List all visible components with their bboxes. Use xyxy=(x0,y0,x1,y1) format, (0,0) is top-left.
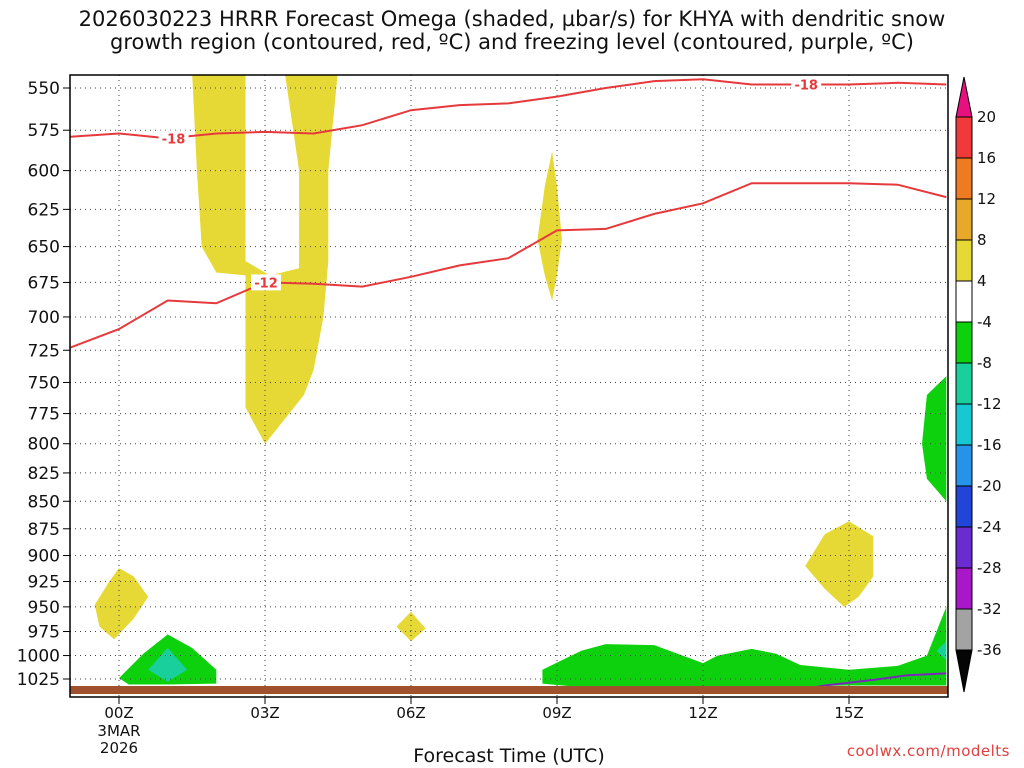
colorbar-label: 8 xyxy=(977,231,987,249)
colorbar-label: 20 xyxy=(977,108,996,126)
x-tick-sublabel: 3MAR xyxy=(97,722,140,740)
dgz-contour-minus12 xyxy=(70,182,947,349)
y-tick-label: 900 xyxy=(28,547,60,567)
colorbar-swatch xyxy=(955,157,973,200)
omega-region-4 xyxy=(805,521,874,607)
contour-label: -18 xyxy=(794,79,818,94)
y-tick-label: 700 xyxy=(28,308,60,328)
colorbar-swatch xyxy=(955,116,973,159)
x-tick-label: 15Z xyxy=(834,704,863,722)
omega-region-0 xyxy=(192,75,338,444)
ground-bar xyxy=(70,686,948,694)
colorbar-label: -20 xyxy=(977,477,1002,495)
source-credit[interactable]: coolwx.com/modelts xyxy=(846,742,1010,760)
colorbar-swatch xyxy=(955,485,973,528)
contour-lines: -18 -18 -12 xyxy=(70,76,947,694)
y-tick-label: 1025 xyxy=(17,670,60,690)
y-tick-label: 875 xyxy=(28,520,60,540)
colorbar-label: -8 xyxy=(977,354,992,372)
colorbar-label: -32 xyxy=(977,600,1002,618)
y-tick-label: 950 xyxy=(28,598,60,618)
x-tick-sublabel: 2026 xyxy=(100,739,138,757)
x-tick-label: 12Z xyxy=(688,704,717,722)
colorbar-swatch xyxy=(955,321,973,364)
omega-region-7 xyxy=(922,376,947,502)
colorbar-label: -28 xyxy=(977,559,1002,577)
y-tick-label: 800 xyxy=(28,435,60,455)
y-tick-label: 625 xyxy=(28,200,60,220)
y-tick-label: 550 xyxy=(28,79,60,99)
colorbar-label: -16 xyxy=(977,436,1002,454)
title-line-2: growth region (contoured, red, ºC) and f… xyxy=(110,30,914,54)
colorbar-swatch xyxy=(955,403,973,446)
grid-lines xyxy=(70,75,948,697)
y-tick-label: 575 xyxy=(28,121,60,141)
y-tick-label: 600 xyxy=(28,162,60,182)
colorbar-swatch xyxy=(955,362,973,405)
y-tick-label: 1000 xyxy=(17,647,60,667)
y-tick-label: 825 xyxy=(28,464,60,484)
y-tick-label: 850 xyxy=(28,492,60,512)
y-tick-label: 975 xyxy=(28,623,60,643)
x-tick-label: 06Z xyxy=(396,704,425,722)
chart-title: 2026030223 HRRR Forecast Omega (shaded, … xyxy=(0,8,1024,54)
colorbar-label: -4 xyxy=(977,313,992,331)
y-tick-label: 775 xyxy=(28,405,60,425)
contour-label: -12 xyxy=(254,276,278,291)
x-tick-label: 00Z xyxy=(104,704,133,722)
colorbar-swatch xyxy=(955,280,973,323)
colorbar-swatch xyxy=(955,198,973,241)
colorbar-label: 4 xyxy=(977,272,987,290)
colorbar-swatch xyxy=(955,239,973,282)
omega-region-9 xyxy=(936,641,947,661)
colorbar-swatch xyxy=(955,444,973,487)
contour-label-bg xyxy=(158,130,189,147)
colorbar-label: 12 xyxy=(977,190,996,208)
colorbar-label: 16 xyxy=(977,149,996,167)
y-tick-label: 725 xyxy=(28,341,60,361)
contour-label-bg xyxy=(251,274,281,291)
y-tick-label: 675 xyxy=(28,273,60,293)
colorbar-swatch xyxy=(955,526,973,569)
contour-label: -18 xyxy=(162,132,186,147)
omega-region-3 xyxy=(396,611,426,642)
colorbar-label: -36 xyxy=(977,641,1002,659)
colorbar-label: -12 xyxy=(977,395,1002,413)
omega-region-8 xyxy=(148,647,188,682)
plot-frame xyxy=(69,74,949,698)
y-tick-label: 750 xyxy=(28,373,60,393)
x-tick-label: 03Z xyxy=(250,704,279,722)
omega-region-6 xyxy=(542,606,947,688)
omega-shading xyxy=(94,75,947,688)
colorbar-label: -24 xyxy=(977,518,1002,536)
colorbar-extend-top xyxy=(955,76,973,118)
title-line-1: 2026030223 HRRR Forecast Omega (shaded, … xyxy=(78,7,946,31)
omega-region-2 xyxy=(94,568,149,640)
y-axis: 550 575 600 625 650 675 700 725 750 775 800 825 850 8… xyxy=(17,79,70,690)
x-axis-title: Forecast Time (UTC) xyxy=(413,745,605,767)
x-tick-label: 09Z xyxy=(542,704,571,722)
omega-region-1 xyxy=(537,151,562,301)
y-tick-label: 650 xyxy=(28,238,60,258)
colorbar: 20 16 12 8 4 -4 -8 -12 -16 -20 -24 -28 -32 -36 xyxy=(955,76,1002,693)
contour-label-bg xyxy=(791,76,822,93)
colorbar-swatch xyxy=(955,608,973,651)
y-tick-label: 925 xyxy=(28,573,60,593)
colorbar-extend-bottom xyxy=(955,649,973,693)
colorbar-swatch xyxy=(955,567,973,610)
